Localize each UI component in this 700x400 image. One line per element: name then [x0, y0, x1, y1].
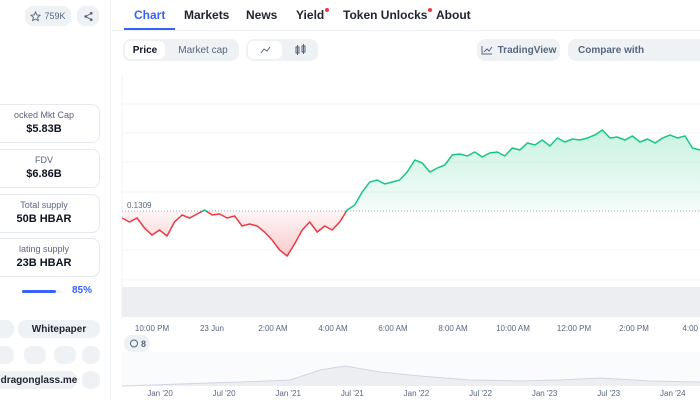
notification-dot — [428, 8, 433, 12]
stat-card: Total supply 50B HBAR — [0, 194, 100, 233]
stat-label: FDV — [35, 155, 53, 165]
explorer-button[interactable]: o.dragonglass.me — [0, 371, 77, 389]
navigator-label: Jan '24 — [660, 389, 686, 398]
telegram-button[interactable] — [54, 346, 76, 364]
supply-track — [22, 290, 62, 293]
explorer-label: o.dragonglass.me — [0, 374, 78, 386]
x-tick-label: 4:00 P — [682, 324, 700, 333]
stat-value: 50B HBAR — [16, 213, 72, 225]
star-icon — [30, 10, 42, 22]
x-tick-label: 2:00 PM — [619, 324, 649, 333]
x-tick-label: 10:00 PM — [135, 324, 170, 333]
tradingview-icon — [481, 46, 493, 55]
stat-label: Total supply — [20, 200, 68, 210]
x-tick-label: 8:00 AM — [438, 324, 468, 333]
more-button[interactable] — [82, 346, 100, 364]
share-icon — [83, 11, 93, 21]
reddit-button[interactable] — [0, 346, 14, 364]
line-icon — [260, 46, 271, 54]
candle-style-button[interactable] — [284, 41, 316, 59]
tab-label: Token Unlocks — [343, 8, 428, 22]
tab-label: Markets — [184, 8, 230, 22]
chart-style-toggle — [246, 39, 318, 61]
navigator-label: Jan '21 — [275, 389, 301, 398]
tab-label: Yield — [296, 8, 325, 22]
share-button[interactable] — [77, 6, 99, 26]
tab-label: About — [436, 8, 471, 22]
market-cap-toggle[interactable]: Market cap — [169, 41, 237, 59]
stat-card: lating supply 23B HBAR — [0, 238, 100, 277]
volume-band — [122, 287, 700, 317]
stat-value: 23B HBAR — [16, 257, 72, 269]
tradingview-label: TradingView — [497, 44, 557, 56]
tab-label: Chart — [134, 8, 166, 22]
supply-percent: 85% — [72, 285, 93, 296]
x-tick-label: 6:00 AM — [378, 324, 408, 333]
compare-label: Compare with — [578, 44, 645, 56]
compare-select[interactable]: Compare with — [568, 39, 700, 61]
navigator-label: Jul '22 — [469, 389, 492, 398]
x-tick-label: 2:00 AM — [258, 324, 288, 333]
baseline-label: 0.1309 — [127, 201, 152, 210]
stat-label: lating supply — [18, 244, 70, 254]
price-label: Price — [132, 44, 158, 56]
navigator-label: Jan '20 — [147, 389, 173, 398]
watchlist-button[interactable]: 759K — [25, 6, 71, 26]
navigator-label: Jul '20 — [213, 389, 236, 398]
tab[interactable]: Token Unlocks — [343, 8, 433, 22]
candle-icon — [295, 44, 306, 55]
zoom-icon — [130, 339, 138, 348]
watchlist-count: 759K — [44, 11, 66, 21]
tab-bar: Chart Markets News Yield Token Unlocks About — [112, 0, 700, 31]
navigator-label: Jul '23 — [597, 389, 620, 398]
whitepaper-button[interactable]: Whitepaper — [18, 320, 100, 338]
stat-value: $6.86B — [26, 168, 62, 180]
whitepaper-label: Whitepaper — [31, 323, 87, 335]
type-toggle: Price Market cap — [123, 39, 239, 61]
tab[interactable]: About — [436, 8, 471, 22]
explorer-more[interactable] — [82, 371, 100, 389]
tab[interactable]: Chart — [124, 8, 176, 30]
stat-card: ocked Mkt Cap $5.83B — [0, 104, 100, 143]
market-cap-label: Market cap — [178, 44, 228, 56]
x-tick-label: 4:00 AM — [318, 324, 348, 333]
navigator-label: Jan '22 — [404, 389, 430, 398]
x-tick-label: 10:00 AM — [496, 324, 530, 333]
tab[interactable]: News — [246, 8, 277, 22]
navigator-label: Jul '21 — [341, 389, 364, 398]
tab[interactable]: Yield — [296, 8, 330, 22]
icon-button[interactable] — [0, 320, 14, 338]
navigator-label: Jan '23 — [532, 389, 558, 398]
tradingview-button[interactable]: TradingView — [477, 39, 560, 61]
zoom-badge-label: 8 — [141, 339, 146, 349]
notification-dot — [325, 8, 330, 12]
supply-progress — [22, 290, 56, 293]
stat-label: ocked Mkt Cap — [13, 110, 75, 120]
x-tick-label: 12:00 PM — [557, 324, 592, 333]
navigator-line — [121, 365, 700, 387]
github-button[interactable] — [24, 346, 46, 364]
line-style-button[interactable] — [248, 41, 282, 59]
price-area — [122, 130, 700, 256]
tab-label: News — [246, 8, 278, 22]
price-line — [121, 129, 700, 258]
stat-value: $5.83B — [26, 123, 62, 135]
active-tab-underline — [124, 28, 176, 30]
x-tick-label: 23 Jun — [200, 324, 224, 333]
stat-card: FDV $6.86B — [0, 149, 100, 188]
price-toggle[interactable]: Price — [125, 41, 165, 59]
tab[interactable]: Markets — [184, 8, 229, 22]
price-chart: 8 0.1309 10:00 PM 23 Jun 2:00 AM 4:00 AM 6:00… — [121, 75, 700, 398]
sidebar-divider — [110, 0, 111, 400]
